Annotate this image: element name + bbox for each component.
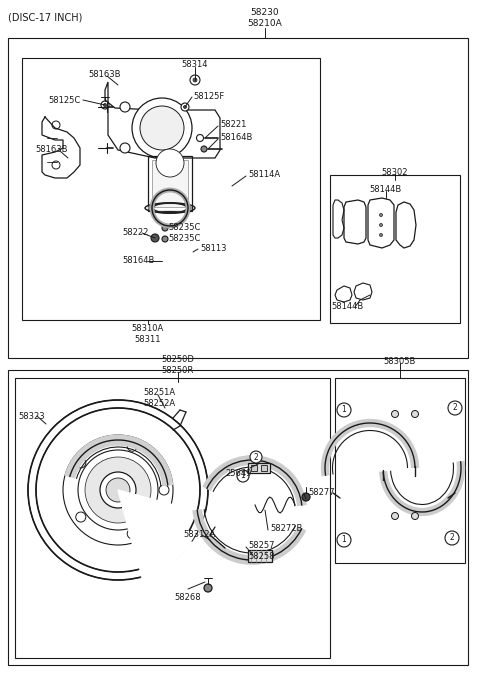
- Bar: [15, 378, 330, 658]
- Circle shape: [201, 146, 207, 152]
- Text: 1: 1: [342, 405, 347, 414]
- Bar: [261, 465, 267, 471]
- Bar: [330, 175, 460, 323]
- Circle shape: [448, 401, 462, 415]
- Circle shape: [162, 225, 168, 231]
- Circle shape: [106, 478, 130, 502]
- Circle shape: [101, 101, 109, 109]
- Text: 58302: 58302: [382, 168, 408, 177]
- Circle shape: [127, 441, 137, 452]
- Text: 58272B: 58272B: [270, 524, 302, 533]
- Text: 58164B: 58164B: [122, 256, 155, 265]
- Text: 58163B: 58163B: [88, 70, 120, 79]
- Text: 58144B: 58144B: [331, 302, 363, 311]
- Circle shape: [162, 236, 168, 242]
- Circle shape: [196, 134, 204, 142]
- Circle shape: [250, 451, 262, 463]
- Circle shape: [380, 224, 383, 226]
- Circle shape: [132, 98, 192, 158]
- Circle shape: [193, 78, 197, 82]
- Circle shape: [411, 410, 419, 418]
- Circle shape: [76, 458, 86, 468]
- Text: 58125F: 58125F: [193, 92, 224, 101]
- Circle shape: [204, 584, 212, 592]
- Text: 58305B: 58305B: [384, 357, 416, 366]
- Circle shape: [52, 121, 60, 129]
- Text: 58268: 58268: [175, 593, 201, 602]
- Text: 25649: 25649: [225, 469, 252, 478]
- Circle shape: [28, 400, 208, 580]
- Text: 1: 1: [342, 536, 347, 544]
- Circle shape: [392, 513, 398, 519]
- Bar: [8, 370, 468, 665]
- Text: 58235C: 58235C: [168, 234, 200, 243]
- Text: 2: 2: [253, 452, 258, 462]
- Text: 58257: 58257: [248, 541, 275, 550]
- Circle shape: [380, 233, 383, 237]
- Text: 58113: 58113: [200, 244, 227, 253]
- Circle shape: [127, 529, 137, 539]
- Text: 58258: 58258: [248, 552, 275, 561]
- Circle shape: [337, 533, 351, 547]
- Bar: [22, 58, 320, 320]
- Text: 1: 1: [240, 471, 245, 481]
- Circle shape: [190, 75, 200, 85]
- Text: (DISC-17 INCH): (DISC-17 INCH): [8, 12, 83, 22]
- Circle shape: [78, 450, 158, 530]
- Text: 58277: 58277: [308, 488, 335, 497]
- Circle shape: [181, 103, 189, 111]
- Circle shape: [183, 106, 187, 108]
- Circle shape: [76, 512, 86, 522]
- Text: 58250D: 58250D: [162, 355, 194, 364]
- Circle shape: [380, 214, 383, 216]
- Text: 58250R: 58250R: [162, 366, 194, 375]
- Text: 58312A: 58312A: [183, 530, 215, 539]
- Text: 58323: 58323: [18, 412, 45, 421]
- Text: 58314: 58314: [182, 60, 208, 69]
- Text: 58221: 58221: [220, 120, 246, 129]
- Text: 58125C: 58125C: [48, 96, 80, 105]
- Text: 58311: 58311: [135, 335, 161, 344]
- Text: 58251A: 58251A: [143, 388, 175, 397]
- Text: 58164B: 58164B: [220, 133, 252, 142]
- Bar: [248, 463, 270, 473]
- Circle shape: [411, 513, 419, 519]
- Circle shape: [151, 234, 159, 242]
- Text: 58144B: 58144B: [370, 185, 402, 194]
- Text: 58230: 58230: [251, 8, 279, 17]
- Circle shape: [104, 104, 107, 106]
- Bar: [8, 38, 468, 358]
- Bar: [335, 378, 465, 563]
- Circle shape: [120, 143, 130, 153]
- Circle shape: [237, 470, 249, 482]
- Bar: [148, 156, 192, 211]
- Circle shape: [159, 485, 169, 495]
- Wedge shape: [118, 490, 206, 578]
- Circle shape: [302, 493, 310, 501]
- Circle shape: [392, 410, 398, 418]
- Circle shape: [445, 531, 459, 545]
- Text: 58252A: 58252A: [143, 399, 175, 408]
- Text: 58163B: 58163B: [35, 145, 68, 154]
- Circle shape: [120, 102, 130, 112]
- Circle shape: [52, 161, 60, 169]
- Circle shape: [337, 403, 351, 417]
- Circle shape: [85, 457, 151, 523]
- Text: 2: 2: [450, 534, 455, 542]
- Bar: [248, 550, 272, 562]
- Text: 58210A: 58210A: [248, 19, 282, 28]
- Text: 58114A: 58114A: [248, 170, 280, 179]
- Text: 58235C: 58235C: [168, 223, 200, 232]
- Text: 58310A: 58310A: [132, 324, 164, 333]
- Bar: [251, 465, 257, 471]
- Circle shape: [100, 472, 136, 508]
- Circle shape: [140, 106, 184, 150]
- Text: 2: 2: [453, 403, 457, 412]
- Text: 58222: 58222: [122, 228, 148, 237]
- Bar: [152, 160, 188, 207]
- Circle shape: [156, 149, 184, 177]
